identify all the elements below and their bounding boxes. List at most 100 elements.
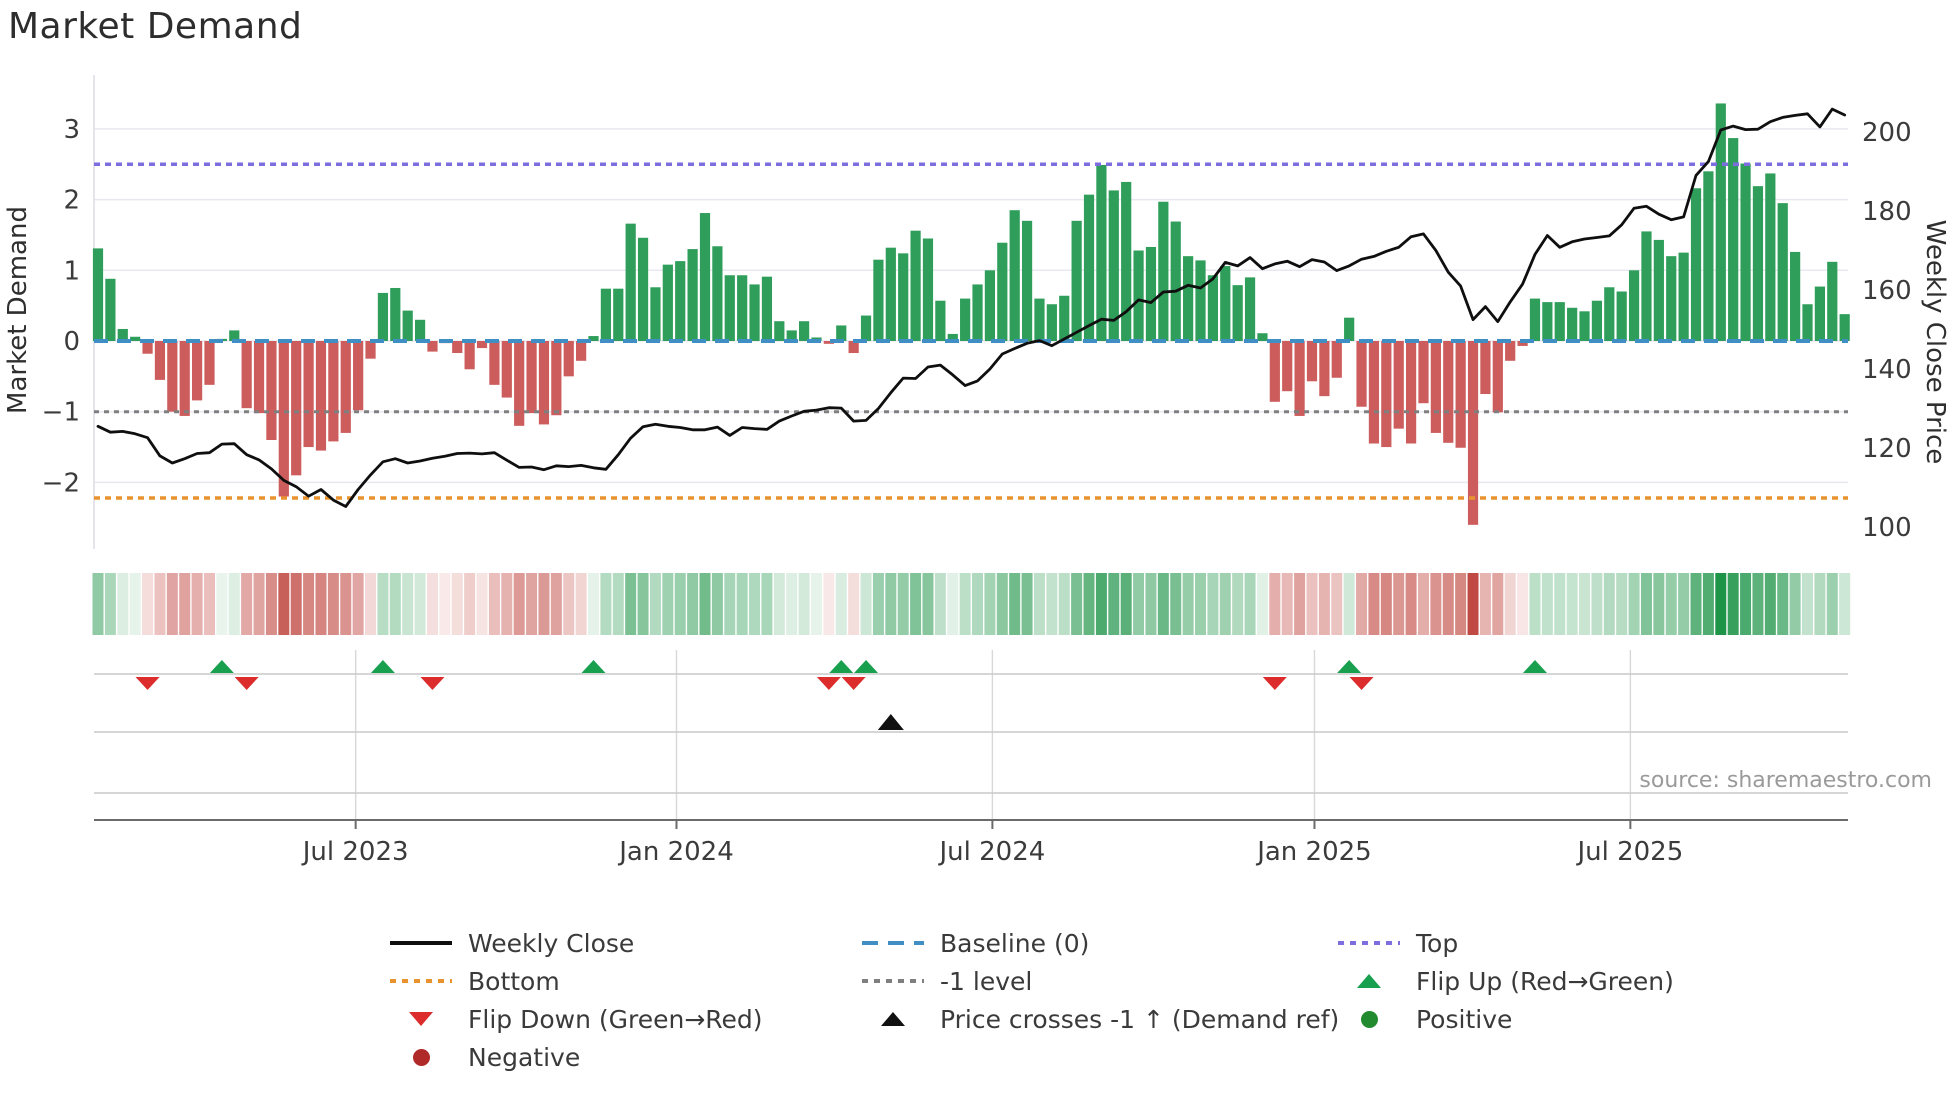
demand-bar	[1814, 286, 1825, 341]
heatmap-cell	[1269, 573, 1281, 635]
heatmap-cell	[1653, 573, 1665, 635]
heatmap-cell	[810, 573, 822, 635]
demand-bar	[117, 328, 128, 341]
demand-bar	[947, 333, 958, 341]
legend-item: Positive	[1338, 1000, 1674, 1038]
heatmap-cell	[1554, 573, 1566, 635]
flip-up-marker	[370, 660, 395, 673]
demand-bar	[1034, 298, 1045, 341]
heatmap-cell	[1802, 573, 1814, 635]
demand-bar	[340, 341, 351, 433]
demand-bar	[402, 310, 413, 341]
heatmap-cell	[129, 573, 141, 635]
demand-bar	[1220, 266, 1231, 341]
demand-bar	[699, 213, 711, 341]
demand-bar	[1418, 341, 1429, 404]
price-cross-marker	[877, 714, 904, 730]
legend-label: Top	[1416, 928, 1459, 958]
demand-bar	[253, 341, 265, 414]
demand-bar	[1628, 270, 1640, 341]
demand-bar	[538, 341, 550, 425]
heatmap-cell	[1579, 573, 1591, 635]
demand-bar	[1579, 311, 1590, 341]
heatmap-cell	[1517, 573, 1529, 635]
legend-label: Flip Up (Red→Green)	[1416, 966, 1674, 996]
demand-bar	[1121, 181, 1132, 341]
heatmap-cell	[1133, 573, 1145, 635]
heatmap-cell	[984, 573, 996, 635]
heatmap-cell	[773, 573, 785, 635]
demand-bar	[1405, 341, 1417, 444]
demand-bar	[142, 341, 153, 354]
heatmap-cell	[1021, 573, 1033, 635]
demand-bar	[204, 341, 215, 385]
heatmap-cell	[1690, 573, 1702, 635]
heatmap-cell	[848, 573, 860, 635]
legend-label: Weekly Close	[468, 928, 635, 958]
heatmap-cell	[563, 573, 575, 635]
heatmap-cell	[414, 573, 426, 635]
demand-bar	[551, 341, 562, 416]
demand-bar	[1368, 341, 1380, 444]
legend-label: Price crosses -1 ↑ (Demand ref)	[940, 1004, 1340, 1034]
right-tick-label: 160	[1862, 276, 1912, 306]
legend-triangle-up-swatch-icon	[862, 1012, 924, 1026]
x-tick-label: Jan 2024	[617, 837, 734, 867]
heatmap-cell	[1826, 573, 1838, 635]
demand-bar	[625, 223, 636, 341]
demand-bar	[1096, 164, 1107, 341]
legend-label: -1 level	[940, 966, 1033, 996]
heatmap-cell	[1033, 573, 1045, 635]
heatmap-cell	[1616, 573, 1628, 635]
legend-item: Top	[1338, 924, 1674, 962]
heatmap-cell	[1591, 573, 1603, 635]
demand-bar	[1802, 304, 1813, 341]
heatmap-cell	[241, 573, 253, 635]
heatmap-cell	[687, 573, 699, 635]
heatmap-cell	[612, 573, 624, 635]
demand-bar	[898, 253, 909, 341]
demand-bar	[1480, 341, 1491, 395]
heatmap-cell	[92, 573, 104, 635]
flip-down-marker	[1262, 677, 1287, 690]
demand-bar	[1641, 231, 1652, 341]
heatmap-cell	[1356, 573, 1368, 635]
legend-dotted-swatch-icon	[862, 979, 924, 983]
heatmap-cell	[191, 573, 203, 635]
demand-bar	[1690, 188, 1702, 341]
legend-dotted-swatch-icon	[1338, 941, 1400, 945]
demand-bar	[712, 246, 723, 341]
demand-bar	[873, 259, 884, 341]
heatmap-cell	[526, 573, 538, 635]
demand-bar	[984, 270, 996, 341]
heatmap-cell	[1430, 573, 1442, 635]
demand-bar	[1752, 186, 1764, 341]
heatmap-cell	[1603, 573, 1615, 635]
demand-bar	[749, 284, 760, 341]
demand-bar	[848, 341, 859, 354]
demand-bar	[501, 341, 512, 398]
heatmap-cell	[1145, 573, 1157, 635]
demand-bar	[1393, 341, 1404, 429]
heatmap-cell	[1417, 573, 1429, 635]
right-axis-label: Weekly Close Price	[1920, 219, 1950, 465]
demand-bar	[1467, 341, 1479, 525]
legend-triangle-down-swatch-icon	[390, 1012, 452, 1026]
demand-bar	[922, 238, 934, 341]
heatmap-cell	[1219, 573, 1231, 635]
heatmap-cell	[1727, 573, 1739, 635]
x-tick-label: Jan 2025	[1255, 837, 1372, 867]
heatmap-cell	[711, 573, 723, 635]
heatmap-cell	[786, 573, 798, 635]
legend-item: Bottom	[390, 962, 763, 1000]
demand-bar	[1108, 190, 1119, 341]
legend-label: Negative	[468, 1042, 581, 1072]
heatmap-cell	[1789, 573, 1801, 635]
heatmap-cell	[1393, 573, 1405, 635]
demand-bar	[1381, 341, 1392, 448]
heatmap-cell	[402, 573, 414, 635]
heatmap-cell	[216, 573, 228, 635]
demand-bar	[1244, 277, 1256, 341]
heatmap-cell	[265, 573, 277, 635]
